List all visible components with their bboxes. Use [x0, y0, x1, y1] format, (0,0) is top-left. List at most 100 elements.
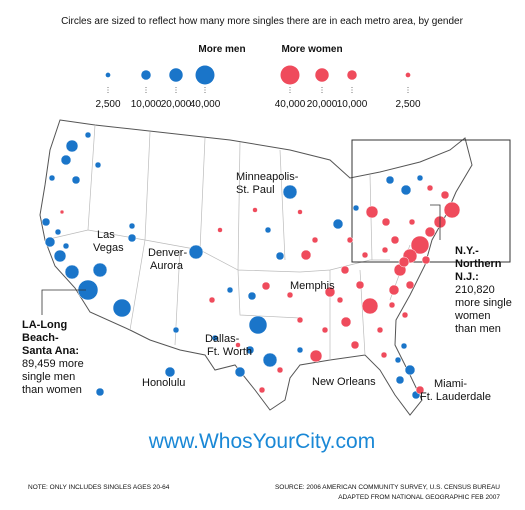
- metro-circle: [94, 161, 102, 169]
- metro-circle: [235, 342, 241, 348]
- metro-circle: [415, 385, 425, 395]
- metro-circle: [309, 349, 323, 363]
- callout-title: Beach-: [22, 332, 59, 344]
- metro-circle: [60, 154, 72, 166]
- callout-text: more single: [455, 297, 512, 309]
- metro-circle: [440, 190, 450, 200]
- legend-circle: [280, 65, 300, 85]
- metro-circle: [188, 244, 204, 260]
- metro-circle: [128, 222, 136, 230]
- adapted: ADAPTED FROM NATIONAL GEOGRAPHIC FEB 200…: [338, 494, 500, 501]
- callout-line: [41, 289, 86, 315]
- legend-label: 2,500: [95, 99, 120, 110]
- metro-circle: [217, 227, 223, 233]
- callout-text: 89,459 more: [22, 358, 84, 370]
- metro-circle: [48, 174, 56, 182]
- metro-circle: [395, 375, 405, 385]
- legend-circle: [105, 72, 111, 78]
- callout-text: 210,820: [455, 284, 495, 296]
- metro-circle: [44, 236, 56, 248]
- metro-circle: [408, 218, 416, 226]
- inset-frame: [351, 139, 511, 263]
- metro-circle: [296, 316, 304, 324]
- metro-circle: [164, 366, 176, 378]
- map-label: Ft. Lauderdale: [420, 391, 491, 403]
- metro-circle: [361, 251, 369, 259]
- legend-label: 20,000: [161, 99, 192, 110]
- legend-label: 40,000: [190, 99, 221, 110]
- map-label: Ft. Worth: [207, 346, 252, 358]
- source: SOURCE: 2006 AMERICAN COMMUNITY SURVEY, …: [275, 484, 500, 491]
- map-label: Honolulu: [142, 377, 185, 389]
- metro-circle: [385, 175, 395, 185]
- metro-circle: [247, 291, 257, 301]
- site-url[interactable]: www.WhosYourCity.com: [148, 430, 375, 453]
- metro-circle: [276, 366, 284, 374]
- metro-circle: [324, 286, 336, 298]
- metro-circle: [332, 218, 344, 230]
- callout-text: than women: [22, 384, 82, 396]
- metro-circle: [92, 262, 108, 278]
- metro-circle: [245, 345, 255, 355]
- metro-circle: [311, 236, 319, 244]
- legend-men-title: More men: [198, 44, 245, 55]
- map-label: Memphis: [290, 280, 335, 292]
- metro-circle: [426, 184, 434, 192]
- callout-text: women: [454, 310, 490, 322]
- legend-circle: [405, 72, 411, 78]
- metro-circle: [400, 184, 412, 196]
- metro-circle: [84, 131, 92, 139]
- metro-circle: [443, 201, 461, 219]
- metro-circle: [258, 386, 266, 394]
- metro-circle: [346, 236, 354, 244]
- metro-circle: [261, 281, 271, 291]
- metro-circle: [352, 204, 360, 212]
- metro-circle: [275, 251, 285, 261]
- metro-circle: [365, 205, 379, 219]
- metro-circle: [421, 255, 431, 265]
- metro-circle: [296, 346, 304, 354]
- metro-circle: [410, 235, 430, 255]
- map-label: St. Paul: [236, 184, 275, 196]
- legend-label: 40,000: [275, 99, 306, 110]
- metro-circle: [300, 249, 312, 261]
- note: NOTE: ONLY INCLUDES SINGLES AGES 20-64: [28, 484, 170, 491]
- metro-circle: [350, 340, 360, 350]
- metro-circle: [381, 246, 389, 254]
- metro-circle: [53, 249, 67, 263]
- metro-circle: [112, 298, 132, 318]
- map-label: Aurora: [150, 260, 184, 272]
- map-label: Minneapolis-: [236, 171, 299, 183]
- metro-circle: [380, 351, 388, 359]
- metro-circle: [282, 184, 298, 200]
- metro-circle: [340, 265, 350, 275]
- metro-circle: [59, 209, 65, 215]
- metro-circle: [127, 233, 137, 243]
- metro-circle: [404, 364, 416, 376]
- metro-circle: [336, 296, 344, 304]
- metro-circle: [381, 217, 391, 227]
- metro-circle: [394, 356, 402, 364]
- metro-circle: [388, 301, 396, 309]
- metro-circle: [71, 175, 81, 185]
- legend-circle: [195, 65, 215, 85]
- map-label: Dallas-: [205, 333, 240, 345]
- metro-circle: [64, 264, 80, 280]
- metro-circle: [398, 256, 410, 268]
- metro-circle: [252, 207, 258, 213]
- callout-line: [430, 204, 441, 240]
- legend-circle: [169, 68, 183, 82]
- metro-circles: [41, 131, 461, 400]
- metro-circle: [248, 315, 268, 335]
- callout-text: than men: [455, 323, 501, 335]
- metro-circle: [95, 387, 105, 397]
- metro-circle: [297, 209, 303, 215]
- metro-circle: [211, 334, 219, 342]
- metro-circle: [355, 280, 365, 290]
- metro-circle: [405, 280, 415, 290]
- metro-circle: [321, 326, 329, 334]
- metro-circle: [226, 286, 234, 294]
- map-label: New Orleans: [312, 376, 376, 388]
- legend-circle: [141, 70, 151, 80]
- metro-circle: [390, 235, 400, 245]
